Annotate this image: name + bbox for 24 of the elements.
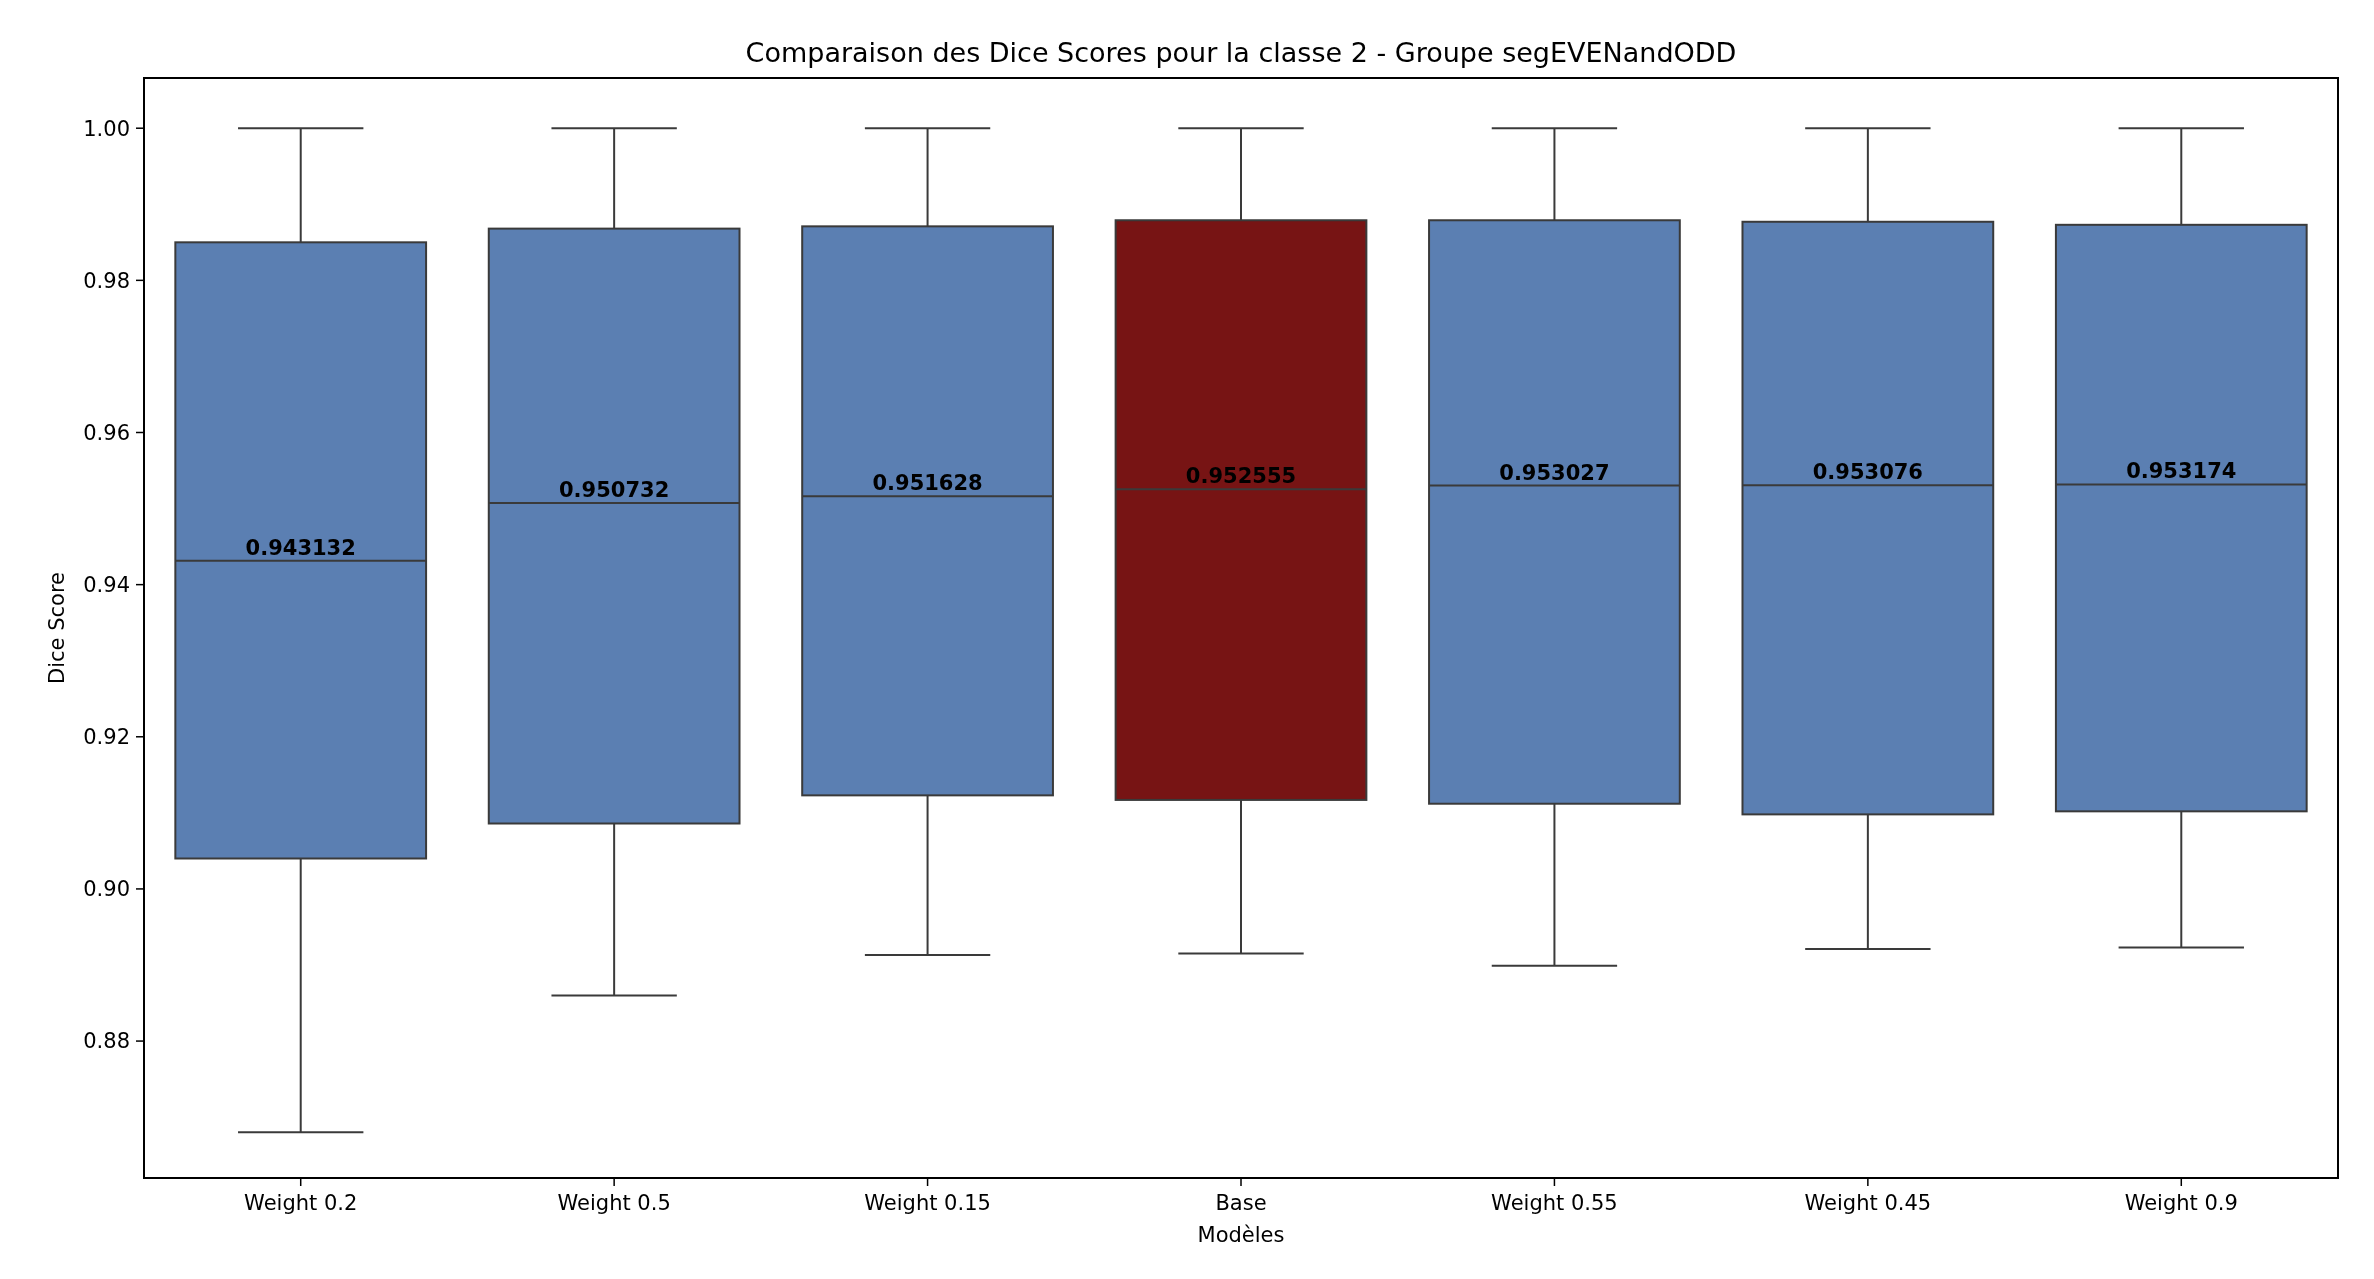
x-tick-label: Weight 0.15	[864, 1191, 991, 1215]
annotation: 0.951628	[872, 471, 983, 496]
x-tick-label: Weight 0.55	[1491, 1191, 1618, 1215]
x-tick-label: Base	[1215, 1191, 1267, 1215]
x-tick-label: Weight 0.45	[1804, 1191, 1932, 1215]
annotation: 0.952555	[1185, 464, 1297, 489]
y-tick-label: 0.92	[83, 725, 130, 750]
x-tick-label: Weight 0.9	[2124, 1191, 2238, 1215]
annotation: 0.950732	[559, 478, 670, 502]
y-tick-label: 0.98	[83, 268, 130, 293]
x-axis-title: Modèles	[1197, 1223, 1285, 1247]
y-tick-label: 0.88	[83, 1029, 130, 1054]
y-tick-label: 0.96	[83, 420, 130, 445]
annotation: 0.953076	[1812, 460, 1923, 485]
y-axis-title: Dice Score	[45, 572, 69, 684]
x-tick-label: Weight 0.5	[557, 1191, 671, 1215]
y-tick-label: 0.90	[83, 877, 130, 902]
chart-title: Comparaison des Dice Scores pour la classe 2 - Groupe segEVENandODD	[745, 37, 1737, 68]
annotation: 0.943132	[245, 535, 356, 560]
annotation: 0.953027	[1499, 460, 1610, 485]
y-tick-label: 0.94	[83, 572, 130, 597]
annotation: 0.953174	[2126, 459, 2237, 484]
y-tick-label: 1.00	[83, 116, 130, 141]
x-tick-label: Weight 0.2	[244, 1191, 358, 1215]
